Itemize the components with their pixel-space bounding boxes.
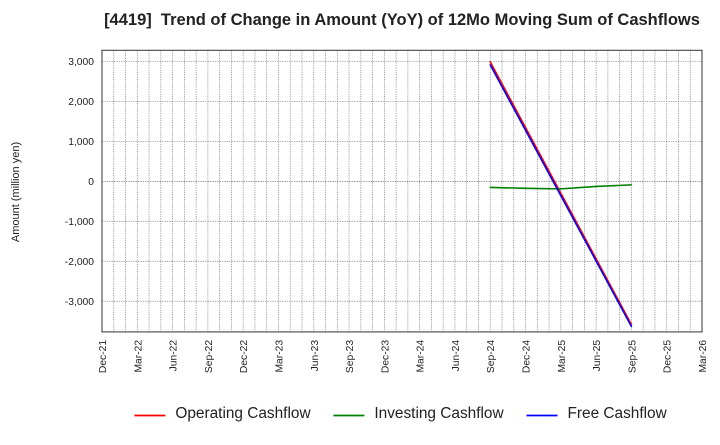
svg-text:-2,000: -2,000 — [65, 257, 94, 268]
svg-text:2,000: 2,000 — [68, 97, 94, 108]
svg-text:Dec-25: Dec-25 — [663, 340, 674, 373]
svg-text:1,000: 1,000 — [68, 137, 94, 148]
svg-text:Sep-23: Sep-23 — [345, 340, 356, 373]
svg-text:-1,000: -1,000 — [65, 217, 94, 228]
svg-text:Sep-25: Sep-25 — [627, 340, 638, 373]
svg-text:Dec-23: Dec-23 — [380, 340, 391, 373]
svg-text:Mar-26: Mar-26 — [698, 340, 709, 373]
svg-text:Mar-25: Mar-25 — [557, 340, 568, 373]
svg-text:-3,000: -3,000 — [65, 297, 94, 308]
svg-text:Mar-23: Mar-23 — [274, 340, 285, 373]
svg-text:Mar-24: Mar-24 — [416, 340, 427, 373]
svg-text:Jun-24: Jun-24 — [451, 340, 462, 372]
svg-text:Investing Cashflow: Investing Cashflow — [374, 405, 504, 422]
svg-text:Jun-22: Jun-22 — [169, 340, 180, 372]
svg-text:Jun-25: Jun-25 — [592, 340, 603, 372]
svg-text:3,000: 3,000 — [68, 57, 94, 68]
svg-text:Sep-24: Sep-24 — [486, 340, 497, 373]
svg-text:Dec-21: Dec-21 — [98, 340, 109, 373]
svg-text:Dec-24: Dec-24 — [522, 340, 533, 373]
svg-text:Operating Cashflow: Operating Cashflow — [175, 405, 311, 422]
svg-text:Free Cashflow: Free Cashflow — [568, 405, 668, 422]
svg-text:Sep-22: Sep-22 — [204, 340, 215, 373]
svg-text:Jun-23: Jun-23 — [310, 340, 321, 372]
svg-text:0: 0 — [88, 177, 94, 188]
svg-text:Mar-22: Mar-22 — [133, 340, 144, 373]
svg-text:Dec-22: Dec-22 — [239, 340, 250, 373]
